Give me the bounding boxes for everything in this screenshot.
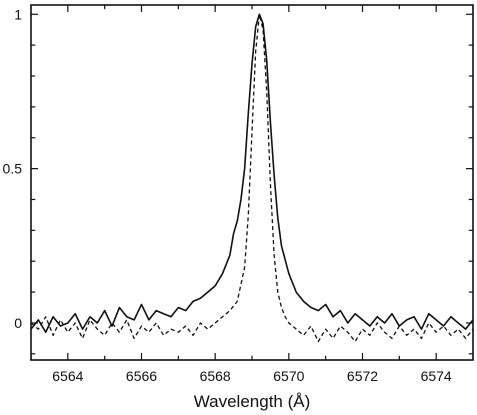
x-tick-label: 6564: [52, 368, 83, 384]
solid-series-line: [30, 13, 474, 334]
dashed-series-line: [30, 13, 474, 343]
series-layer: [30, 13, 474, 343]
ticks-layer: [30, 5, 474, 360]
x-axis-title: Wavelength (Å): [194, 392, 311, 411]
y-tick-label: 1: [14, 6, 22, 22]
labels-layer: 6564 6566 6568 6570 6572 6574 0 0.5 1: [3, 6, 452, 384]
y-tick-label: 0: [14, 315, 22, 331]
x-tick-label: 6568: [200, 368, 231, 384]
y-tick-label: 0.5: [3, 161, 23, 177]
x-tick-label: 6574: [421, 368, 452, 384]
x-tick-label: 6566: [126, 368, 157, 384]
x-tick-label: 6572: [347, 368, 378, 384]
x-tick-label: 6570: [273, 368, 304, 384]
